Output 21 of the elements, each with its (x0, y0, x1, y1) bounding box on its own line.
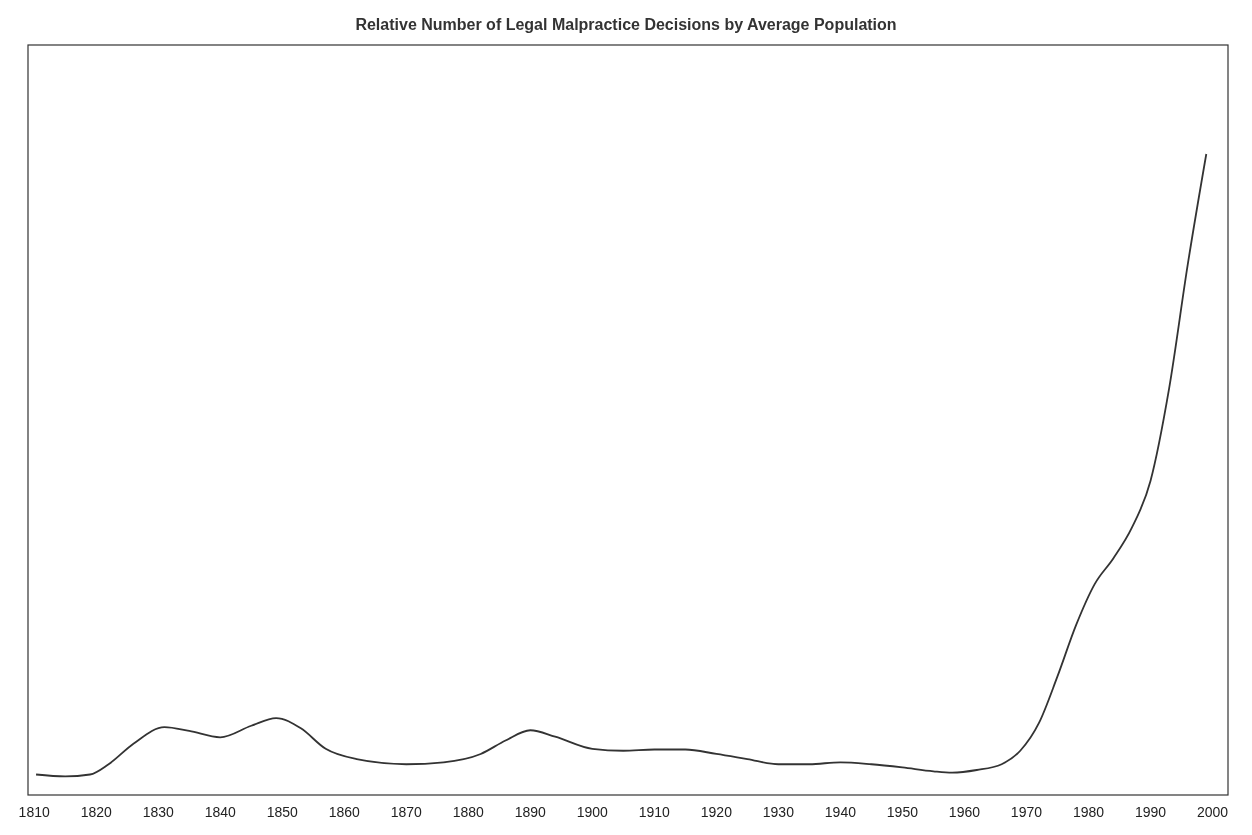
chart-title: Relative Number of Legal Malpractice Decisions by Average Population (355, 16, 897, 33)
x-tick-label: 1810 (18, 804, 50, 820)
x-tick-label: 1990 (1134, 804, 1167, 820)
x-tick-label: 1830 (142, 804, 175, 820)
x-tick-label: 1840 (204, 804, 237, 820)
x-tick-label: 1950 (886, 804, 919, 820)
x-tick-label: 1960 (948, 804, 981, 820)
x-tick-label: 1860 (328, 804, 361, 820)
x-tick-label: 1890 (514, 804, 547, 820)
x-tick-label: 1820 (80, 804, 112, 820)
x-tick-label: 1900 (576, 804, 609, 820)
x-tick-label: 1850 (266, 804, 299, 820)
x-tick-label: 1940 (824, 804, 857, 820)
x-tick-label: 1870 (390, 804, 423, 820)
x-tick-label: 1920 (700, 804, 733, 820)
x-tick-label: 1970 (1010, 804, 1043, 820)
x-tick-label: 1930 (762, 804, 795, 820)
x-tick-label: 1910 (638, 804, 671, 820)
x-tick-label: 2000 (1196, 804, 1229, 820)
x-tick-label: 1980 (1072, 804, 1105, 820)
x-tick-label: 1880 (452, 804, 485, 820)
